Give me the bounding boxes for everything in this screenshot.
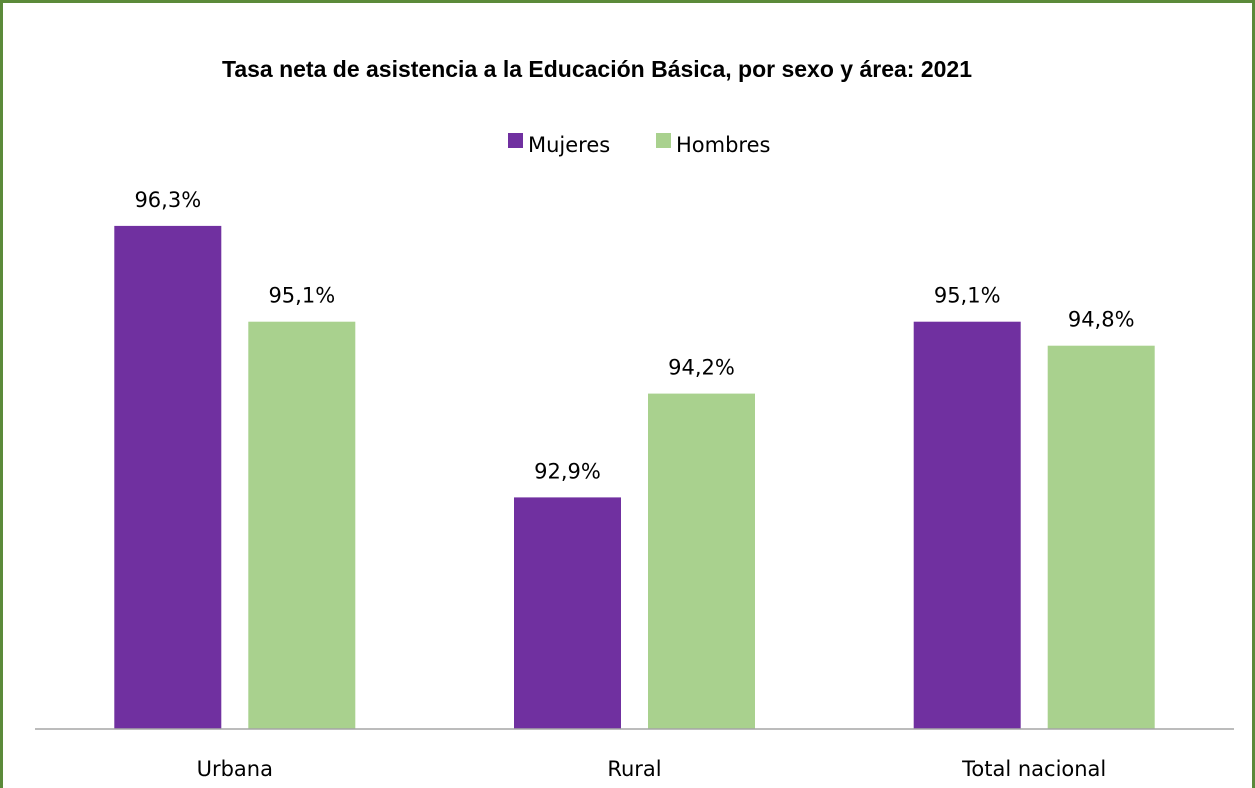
bar-hombres-urbana bbox=[248, 321, 356, 729]
bar-mujeres-rural bbox=[514, 497, 621, 729]
bar-mujeres-urbana bbox=[114, 225, 222, 729]
x-tick-label-urbana: Urbana bbox=[197, 757, 273, 781]
data-label-hombres-urbana: 95,1% bbox=[268, 284, 335, 308]
chart-title: Tasa neta de asistencia a la Educación B… bbox=[222, 56, 972, 82]
x-tick-label-rural: Rural bbox=[607, 757, 661, 781]
x-tick-label-total-nacional: Total nacional bbox=[961, 757, 1106, 781]
data-label-mujeres-total-nacional: 95,1% bbox=[934, 284, 1001, 308]
bar-hombres-total-nacional bbox=[1047, 345, 1155, 729]
bars-group bbox=[114, 225, 1155, 729]
data-label-hombres-rural: 94,2% bbox=[668, 356, 735, 380]
legend-label-mujeres: Mujeres bbox=[528, 133, 610, 157]
legend-swatch-mujeres bbox=[508, 133, 523, 148]
x-tick-labels-group: Urbana Rural Total nacional bbox=[197, 757, 1107, 781]
data-label-hombres-total-nacional: 94,8% bbox=[1068, 308, 1135, 332]
legend: Mujeres Hombres bbox=[508, 133, 770, 157]
legend-swatch-hombres bbox=[656, 133, 671, 148]
data-label-mujeres-rural: 92,9% bbox=[534, 459, 601, 483]
data-labels-group: 96,3% 95,1% 92,9% 94,2% 95,1% 94,8% bbox=[134, 188, 1134, 484]
legend-label-hombres: Hombres bbox=[676, 133, 770, 157]
bar-hombres-rural bbox=[648, 393, 755, 729]
data-label-mujeres-urbana: 96,3% bbox=[134, 188, 201, 212]
bar-mujeres-total-nacional bbox=[913, 321, 1021, 729]
